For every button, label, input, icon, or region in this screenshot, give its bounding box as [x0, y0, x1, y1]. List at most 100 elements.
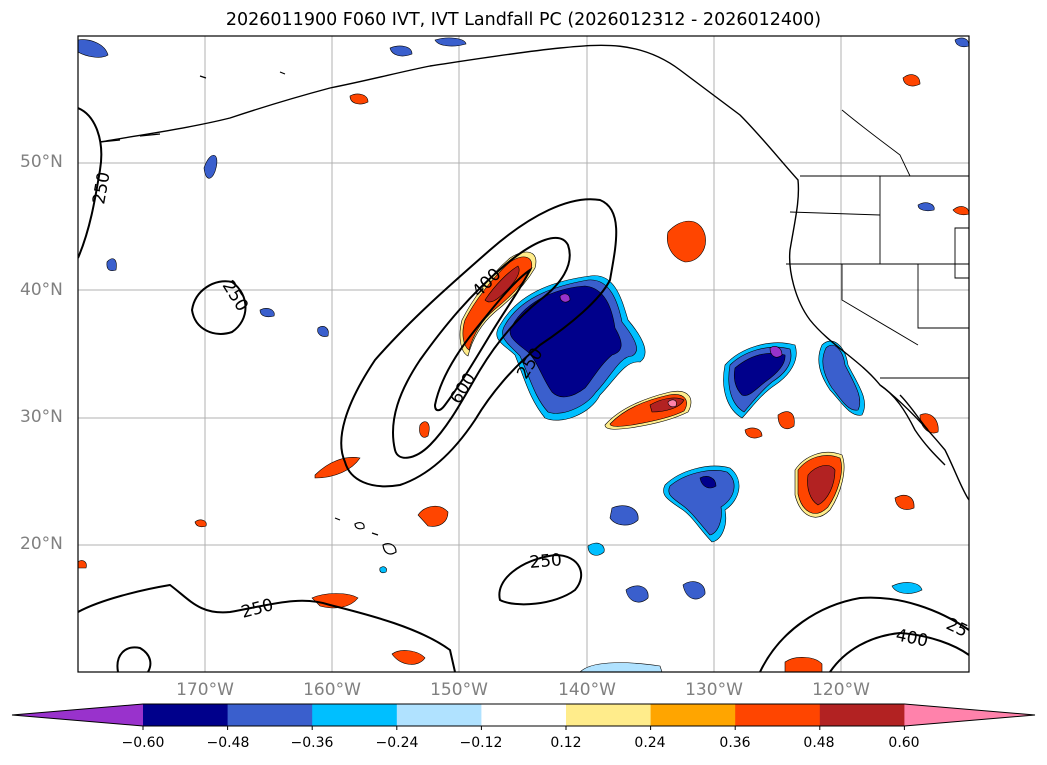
- lon-label-140w: 140°W: [558, 680, 616, 700]
- islands: [99, 71, 397, 555]
- border-nv-ca: [841, 264, 919, 346]
- colorbar-tick-label: 0.12: [550, 735, 582, 751]
- lat-label-30n: 30°N: [20, 407, 63, 427]
- warm-region-ne2: [952, 206, 969, 216]
- colorbar-swatch: [143, 704, 229, 726]
- warm-region-small-w3: [419, 421, 430, 438]
- blue-region-ne2: [954, 37, 969, 48]
- blue-region-w-small4: [317, 326, 329, 337]
- colorbar-tick-label: −0.36: [290, 735, 334, 751]
- colorbar-extend-max: [904, 704, 1035, 726]
- baja-peninsula: [879, 384, 946, 466]
- contour-400-plume: [391, 236, 571, 459]
- lat-label-50n: 50°N: [20, 152, 63, 172]
- colorbar-tick-label: 0.24: [634, 735, 666, 751]
- alaska-coastline: [99, 44, 969, 501]
- warm-region-small-w4: [194, 519, 207, 528]
- blue-region-nw-small1: [203, 154, 218, 179]
- positive-pc-shading: [78, 74, 969, 672]
- contour-250-bottom-left-loop: [116, 646, 152, 672]
- blue-region-coast-mid: [822, 344, 861, 411]
- blue-region-ne1: [917, 202, 935, 212]
- blue-region-small-south: [379, 566, 387, 574]
- blue-region-nw-small2: [106, 258, 117, 272]
- blue-region-n2: [434, 37, 467, 47]
- colorbar-tick-label: 0.48: [803, 735, 835, 751]
- border-nv-east: [917, 264, 969, 329]
- colorbar-tick-label: −0.24: [375, 735, 419, 751]
- warm-region-small-e1: [777, 411, 795, 429]
- contour-250-nw: [78, 107, 103, 259]
- colorbar-tick-label: −0.60: [121, 735, 165, 751]
- warm-region-north-east: [667, 220, 706, 263]
- warm-region-core-inner: [484, 265, 520, 303]
- graticule: [78, 36, 969, 672]
- warm-region-small-e3: [894, 495, 915, 510]
- coastlines: [99, 44, 969, 501]
- colorbar-swatch: [312, 704, 398, 726]
- lat-label-40n: 40°N: [20, 280, 63, 300]
- blue-region-bottom: [579, 662, 663, 672]
- colorbar-tick-label: −0.12: [459, 735, 503, 751]
- purple-region-central: [559, 293, 571, 303]
- blue-region-nw-corner: [78, 39, 109, 58]
- blue-region-w-small3: [259, 308, 275, 318]
- colorbar-swatch: [227, 704, 313, 726]
- lon-label-150w: 150°W: [430, 680, 488, 700]
- colorbar-swatch: [396, 704, 482, 726]
- blue-region-central-core: [509, 285, 622, 398]
- colorbar-tick-label: 0.36: [719, 735, 751, 751]
- hawaii-small1: [354, 522, 365, 530]
- warm-region-n1: [349, 93, 369, 105]
- colorbar-swatch: [819, 704, 905, 726]
- warm-region-w1: [314, 457, 361, 479]
- warm-region-w2: [417, 506, 449, 527]
- contour-250-center-small: [498, 553, 583, 606]
- hawaii-main: [382, 543, 397, 555]
- negative-pc-shading: [78, 37, 969, 672]
- blue-region-sw2: [587, 542, 605, 556]
- contour-600-plume: [433, 267, 533, 412]
- colorbar-tick-label: 0.60: [888, 735, 920, 751]
- warm-region-s2: [391, 650, 426, 665]
- hawaii-small3: [371, 532, 379, 536]
- blue-region-east-core: [733, 353, 786, 396]
- ivt-contours: [78, 107, 969, 672]
- purple-region-east: [769, 346, 783, 358]
- colorbar-swatch: [735, 704, 821, 726]
- border-wa-or: [789, 211, 881, 216]
- contour-250-main-plume: [340, 198, 618, 488]
- lon-label-160w: 160°W: [303, 680, 361, 700]
- state-borders: [786, 109, 969, 379]
- colorbar-swatch: [566, 704, 652, 726]
- map-border: [77, 35, 970, 673]
- aleutian-chain: [99, 71, 286, 143]
- lat-label-20n: 20°N: [20, 534, 63, 554]
- blue-region-se-edge: [891, 582, 923, 594]
- border-ut-az: [954, 227, 969, 279]
- blue-region-south-core: [699, 476, 717, 489]
- warm-region-center-east-pink: [667, 399, 677, 408]
- hawaii-small2: [334, 517, 341, 521]
- contour-250-small-loop: [190, 280, 247, 335]
- contour-400-se: [829, 631, 969, 672]
- warm-region-s3: [784, 657, 823, 672]
- warm-region-ne1: [902, 74, 921, 87]
- colorbar-swatch: [650, 704, 736, 726]
- blue-region-n1: [389, 45, 413, 57]
- warm-region-small-e2: [744, 427, 763, 439]
- lon-label-130w: 130°W: [685, 680, 743, 700]
- map-title: 2026011900 F060 IVT, IVT Landfall PC (20…: [225, 10, 822, 30]
- contour-label-250-center: 250: [529, 550, 563, 573]
- warm-region-small-edge: [78, 560, 87, 569]
- colorbar-tick-label: −0.48: [206, 735, 250, 751]
- colorbar-swatch: [481, 704, 567, 726]
- contour-250-south: [78, 583, 456, 672]
- contour-250-se: [759, 596, 969, 672]
- blue-region-south-mid: [668, 470, 735, 536]
- blue-region-sw1: [609, 505, 639, 526]
- gulf-of-california: [899, 394, 929, 431]
- lon-label-120w: 120°W: [812, 680, 870, 700]
- blue-region-s2: [682, 581, 706, 600]
